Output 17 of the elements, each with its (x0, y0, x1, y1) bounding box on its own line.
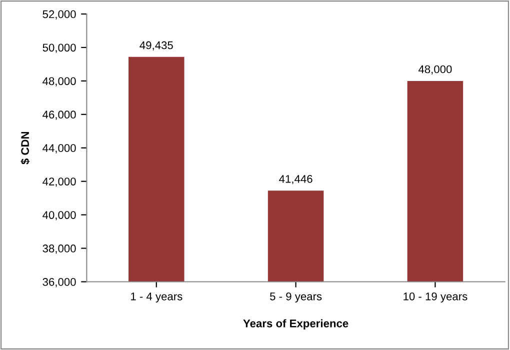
x-tick-label: 1 - 4 years (131, 292, 182, 303)
x-axis-title: Years of Experience (243, 319, 348, 330)
y-tick-label: 44,000 (42, 144, 76, 154)
y-tick-label: 42,000 (42, 178, 76, 187)
data-label: 41,446 (279, 174, 312, 184)
x-tick-label: 10 - 19 years (404, 292, 468, 303)
x-tick-label: 5 - 9 years (270, 292, 322, 303)
y-tick-label: 48,000 (42, 77, 76, 86)
data-label: 49,435 (140, 41, 173, 50)
data-label: 48,000 (418, 65, 452, 74)
y-tick-label: 52,000 (42, 10, 76, 20)
y-tick-label: 38,000 (42, 244, 76, 254)
y-tick-label: 46,000 (42, 110, 76, 120)
y-axis-title: $ CDN (20, 132, 30, 164)
y-tick-label: 50,000 (42, 44, 76, 53)
y-tick-label: 40,000 (42, 211, 76, 220)
y-tick-label: 36,000 (42, 278, 76, 288)
